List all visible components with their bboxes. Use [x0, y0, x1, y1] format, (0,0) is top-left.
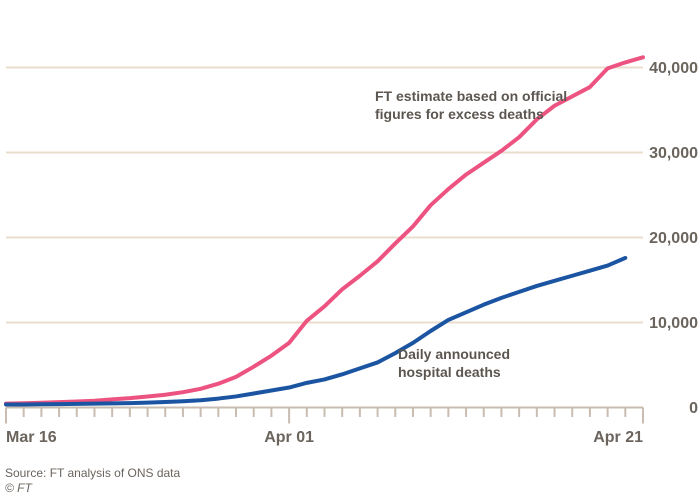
y-axis-label: 0: [689, 400, 698, 417]
y-axis-label: 10,000: [649, 315, 698, 332]
x-axis-label: Apr 21: [593, 429, 643, 446]
x-axis-label: Mar 16: [6, 429, 57, 446]
annotation-hospital-deaths-line1: Daily announced: [398, 346, 511, 362]
source-text: Source: FT analysis of ONS data: [5, 466, 181, 480]
y-axis-label: 40,000: [649, 60, 698, 77]
x-axis-label: Apr 01: [264, 429, 314, 446]
y-axis-label: 30,000: [649, 145, 698, 162]
annotation-hospital-deaths: Daily announced hospital deaths: [398, 346, 510, 381]
series-line-hospital-deaths: [4, 255, 628, 407]
annotation-ft-estimate: FT estimate based on official figures fo…: [375, 88, 567, 123]
annotation-ft-estimate-line1: FT estimate based on official: [375, 88, 568, 104]
annotation-hospital-deaths-line2: hospital deaths: [398, 363, 501, 380]
annotation-ft-estimate-line2: figures for excess deaths: [375, 105, 544, 122]
line-chart-canvas: 0 10,000 20,000 30,000 40,000 Mar 16 Apr 01 Apr…: [4, 55, 698, 446]
y-axis-label: 20,000: [649, 230, 698, 247]
copyright-text: © FT: [5, 481, 32, 495]
series-line-ft-estimate: [4, 55, 645, 406]
